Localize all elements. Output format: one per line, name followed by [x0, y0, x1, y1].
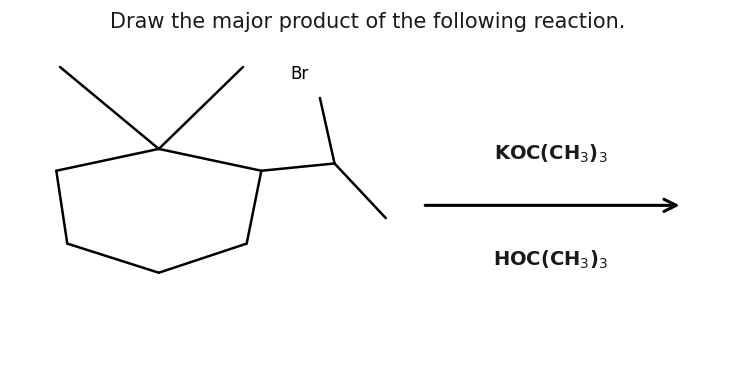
- Text: Draw the major product of the following reaction.: Draw the major product of the following …: [110, 12, 625, 32]
- Text: Br: Br: [290, 65, 309, 83]
- Text: HOC(CH$_3$)$_3$: HOC(CH$_3$)$_3$: [493, 249, 608, 271]
- Text: KOC(CH$_3$)$_3$: KOC(CH$_3$)$_3$: [494, 143, 607, 165]
